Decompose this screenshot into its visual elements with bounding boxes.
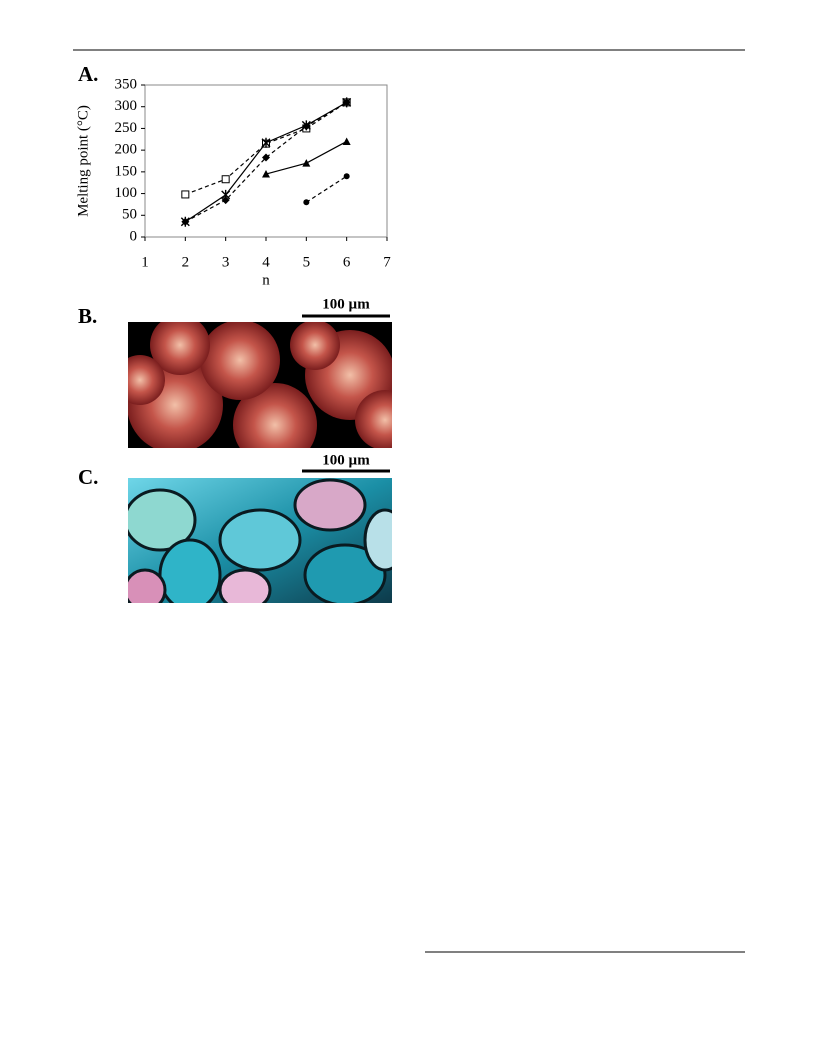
panel-label: B. [78,304,97,328]
y-tick-label: 200 [115,142,138,158]
series-line [185,101,347,196]
x-axis-label: n [262,272,270,288]
scale-bar-label: 100 µm [322,452,370,468]
marker [302,159,311,167]
marker [221,196,230,205]
plot: 0 50 100 150 200 250 300 350 1 2 3 4 5 6 7 [115,76,392,270]
y-tick-label: 150 [115,163,138,179]
marker [302,122,311,131]
marker [262,153,270,162]
marker [342,98,351,107]
y-axis-label: Melting point (°C) [75,105,91,217]
x-tick-label: 2 [182,254,190,270]
y-tick-label: 50 [122,207,137,223]
marker [181,217,190,226]
x-tick-label: 3 [222,254,230,270]
series-line [306,175,347,203]
panel-label: C. [78,465,98,489]
y-tick-label: 0 [130,228,138,244]
series-line [185,101,347,223]
marker [181,190,190,199]
series-line [265,140,347,175]
marker [303,199,310,206]
scale-bar-label: 100 µm [322,296,370,312]
marker [343,173,350,180]
panel-label: A. [78,62,98,86]
micrograph [128,478,392,603]
x-tick-label: 7 [383,254,391,270]
y-tick-label: 300 [115,98,138,114]
y-tick-label: 350 [115,76,138,92]
x-tick-label: 5 [303,254,311,270]
series-line [184,101,347,223]
marker [262,170,270,178]
micrograph [128,322,392,448]
y-tick-label: 100 [115,185,138,201]
marker [342,137,351,145]
y-tick-label: 250 [115,120,138,136]
x-tick-label: 1 [141,254,149,270]
marker [221,175,230,184]
x-tick-label: 6 [343,254,351,270]
marker [261,137,271,148]
x-tick-label: 4 [262,254,270,270]
